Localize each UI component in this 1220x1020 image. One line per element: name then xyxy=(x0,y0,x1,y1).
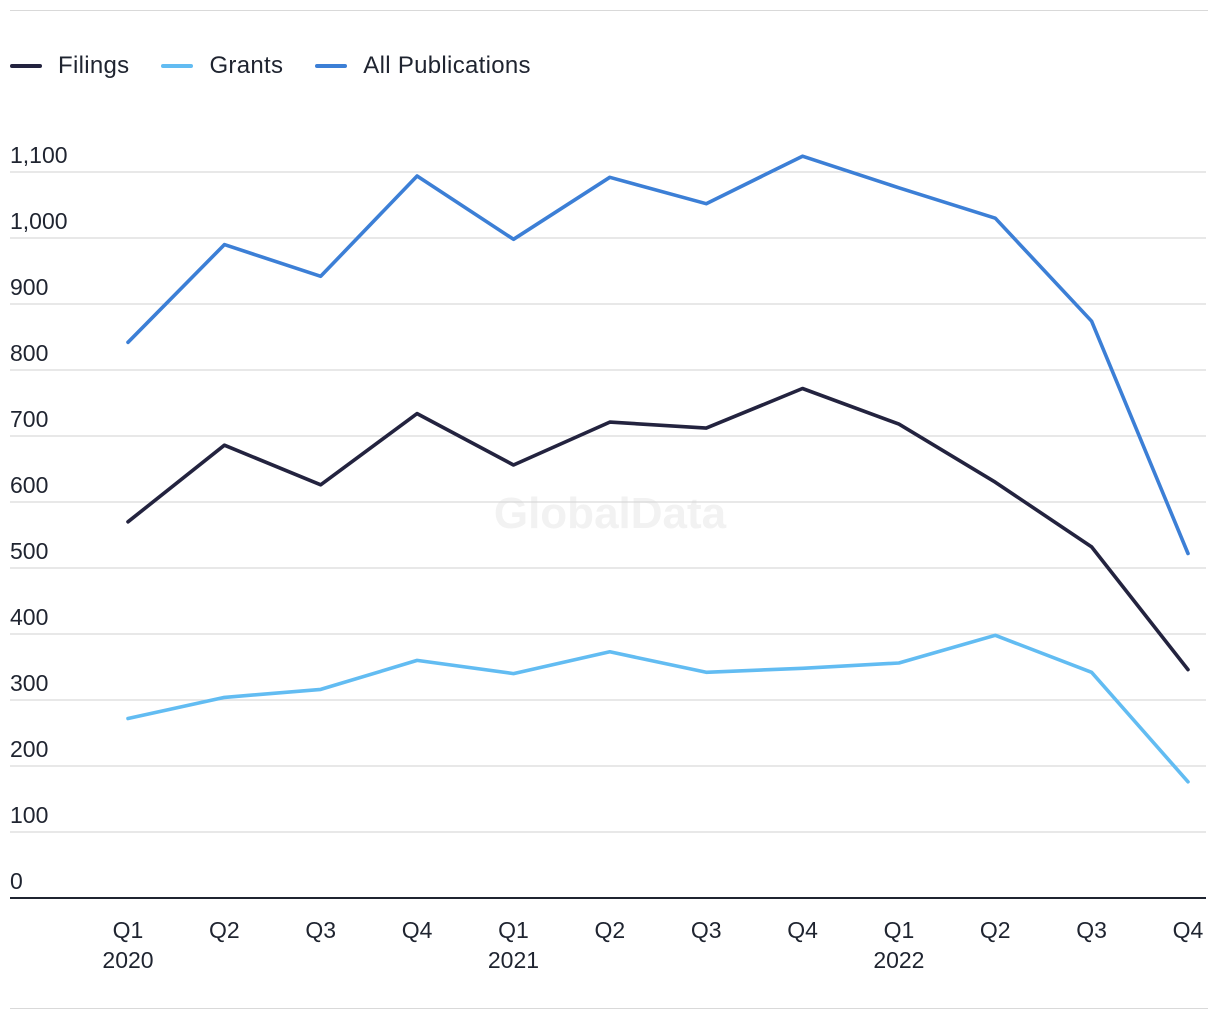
legend-label-filings: Filings xyxy=(58,52,130,79)
y-axis-ticks: 0 100 200 300 400 500 600 700 800 900 1,000 1,100 xyxy=(10,142,68,894)
legend-item-all-publications[interactable]: All Publications xyxy=(315,52,531,80)
y-tick-label: 100 xyxy=(10,802,48,828)
x-tick-label: Q4 xyxy=(787,917,818,943)
x-tick-label: Q3 xyxy=(1076,917,1107,943)
x-axis-ticks: Q1 2020 Q2 Q3 Q4 Q1 2021 Q2 Q3 Q4 Q1 2022 Q2 Q3 Q4 xyxy=(102,917,1203,973)
top-rule xyxy=(10,10,1208,11)
y-tick-label: 800 xyxy=(10,340,48,366)
series-lines xyxy=(126,154,1190,784)
legend-item-grants[interactable]: Grants xyxy=(161,52,283,80)
x-tick-label: Q4 xyxy=(1173,917,1204,943)
y-tick-label: 1,100 xyxy=(10,142,68,168)
y-tick-label: 600 xyxy=(10,472,48,498)
legend-swatch-grants xyxy=(161,64,194,68)
x-tick-year-label: 2022 xyxy=(873,947,924,973)
legend-swatch-all-publications xyxy=(315,64,348,68)
x-tick-year-label: 2020 xyxy=(102,947,153,973)
legend-label-all-publications: All Publications xyxy=(363,52,531,79)
x-tick-label: Q2 xyxy=(980,917,1011,943)
bottom-rule xyxy=(10,1008,1208,1009)
legend-label-grants: Grants xyxy=(209,52,284,79)
y-tick-label: 300 xyxy=(10,670,48,696)
y-tick-label: 500 xyxy=(10,538,48,564)
x-tick-label: Q4 xyxy=(402,917,433,943)
grid-lines xyxy=(10,171,1206,899)
series-line-grants[interactable] xyxy=(126,633,1190,784)
y-tick-label: 200 xyxy=(10,736,48,762)
x-tick-label: Q2 xyxy=(209,917,240,943)
series-line-all-publications[interactable] xyxy=(126,154,1190,556)
y-tick-label: 900 xyxy=(10,274,48,300)
x-tick-label: Q3 xyxy=(691,917,722,943)
x-tick-label: Q1 xyxy=(498,917,529,943)
y-tick-label: 400 xyxy=(10,604,48,630)
y-tick-label: 700 xyxy=(10,406,48,432)
x-tick-label: Q1 xyxy=(884,917,915,943)
legend-item-filings[interactable]: Filings xyxy=(10,52,129,80)
x-tick-label: Q3 xyxy=(305,917,336,943)
x-tick-label: Q1 xyxy=(113,917,144,943)
line-chart: GlobalData 0 100 200 300 400 500 600 700 800 900 1… xyxy=(10,142,1206,973)
series-line-filings[interactable] xyxy=(126,386,1190,672)
y-tick-label: 0 xyxy=(10,868,23,894)
legend-swatch-filings xyxy=(10,64,42,68)
y-tick-label: 1,000 xyxy=(10,208,68,234)
chart-legend: Filings Grants All Publications xyxy=(10,48,563,84)
x-tick-year-label: 2021 xyxy=(488,947,539,973)
x-tick-label: Q2 xyxy=(594,917,625,943)
watermark: GlobalData xyxy=(494,489,727,538)
